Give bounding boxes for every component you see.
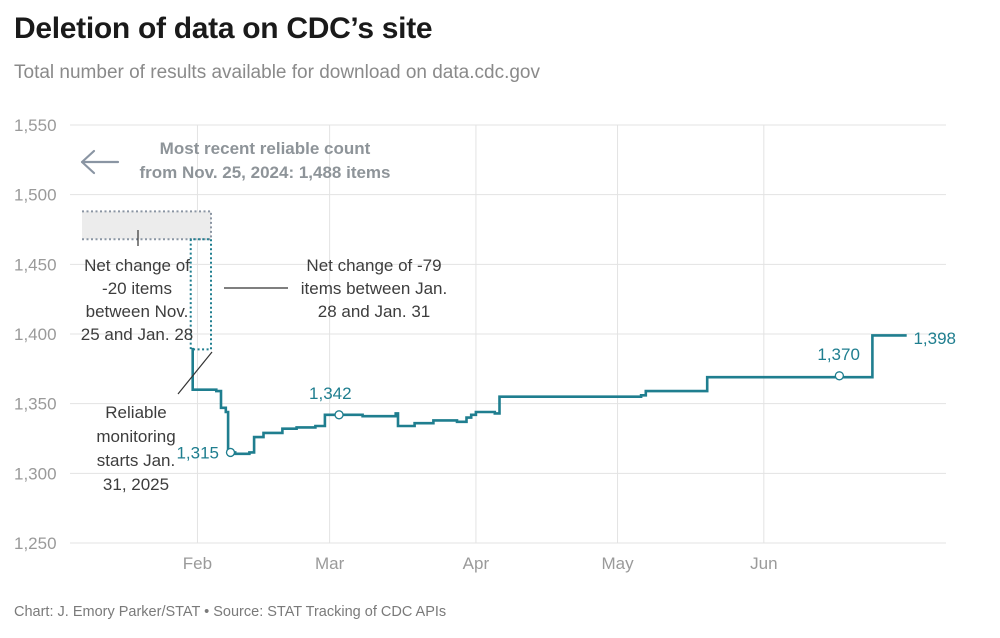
- axis-labels: 1,550 1,500 1,450 1,400 1,350 1,300 1,250 Feb Ma…: [14, 116, 778, 573]
- annotation-monitoring-start: Reliable: [105, 403, 166, 422]
- jan31-change-box: [189, 238, 212, 351]
- data-label: 1,370: [817, 345, 860, 364]
- x-tick-label: Jun: [750, 554, 777, 573]
- y-tick-label: 1,550: [14, 116, 57, 135]
- annotation-monitoring-start: 31, 2025: [103, 475, 169, 494]
- annotation-reference-count: Most recent reliable count: [160, 139, 371, 158]
- left-arrow-icon: [80, 149, 120, 175]
- reference-boxes: [82, 210, 212, 351]
- annotation-net-change-nov: Net change of: [84, 256, 190, 275]
- chart-subtitle: Total number of results available for do…: [14, 62, 540, 83]
- x-tick-label: Apr: [463, 554, 490, 573]
- series-line: [191, 334, 907, 456]
- annotation-monitoring-start: starts Jan.: [97, 451, 175, 470]
- chart-title: Deletion of data on CDC’s site: [14, 12, 433, 45]
- grid: [70, 124, 946, 544]
- y-tick-label: 1,250: [14, 534, 57, 553]
- y-tick-label: 1,350: [14, 395, 57, 414]
- series-layer: 1,315 1,342 1,370 1,398: [176, 329, 956, 463]
- annotation-net-change-jan: 28 and Jan. 31: [318, 302, 430, 321]
- annotation-net-change-nov: -20 items: [102, 279, 172, 298]
- y-tick-label: 1,300: [14, 464, 57, 483]
- annotation-net-change-jan: items between Jan.: [301, 279, 447, 298]
- annotation-net-change-nov: between Nov.: [86, 302, 189, 321]
- x-tick-label: May: [601, 554, 634, 573]
- data-label: 1,315: [176, 443, 219, 462]
- annotation-reference-count: from Nov. 25, 2024: 1,488 items: [139, 163, 390, 182]
- annotation-net-change-jan: Net change of -79: [306, 256, 441, 275]
- net-change-shade: [82, 211, 211, 240]
- y-tick-label: 1,450: [14, 255, 57, 274]
- data-label: 1,398: [913, 329, 956, 348]
- data-point-marker: [225, 447, 236, 458]
- connector-line: [177, 351, 213, 395]
- x-tick-label: Feb: [183, 554, 212, 573]
- annotations: Most recent reliable count from Nov. 25, …: [81, 139, 447, 494]
- annotation-net-change-nov: 25 and Jan. 28: [81, 325, 193, 344]
- chart-plot: 1,315 1,342 1,370 1,398 Most recent reliabl…: [14, 116, 956, 573]
- data-point-marker: [834, 371, 845, 381]
- data-label: 1,342: [309, 384, 352, 403]
- y-tick-label: 1,500: [14, 186, 57, 205]
- y-tick-label: 1,400: [14, 325, 57, 344]
- chart-credit: Chart: J. Emory Parker/STAT • Source: ST…: [14, 604, 447, 620]
- x-tick-label: Mar: [315, 554, 345, 573]
- data-point-marker: [334, 410, 344, 420]
- annotation-monitoring-start: monitoring: [96, 427, 175, 446]
